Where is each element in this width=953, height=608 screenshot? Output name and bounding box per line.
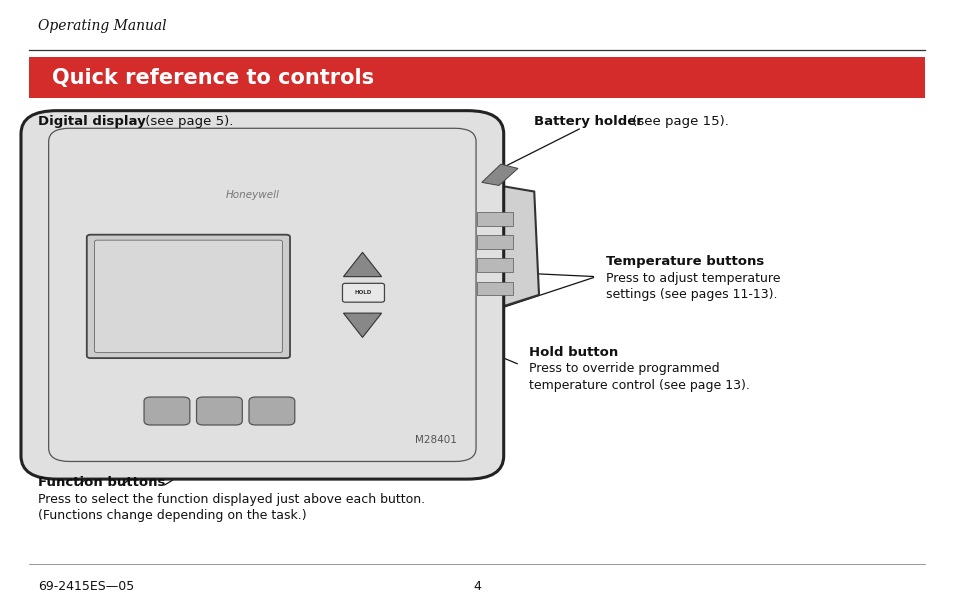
Text: Hold button: Hold button bbox=[529, 346, 618, 359]
FancyBboxPatch shape bbox=[94, 240, 282, 353]
Text: (see page 5).: (see page 5). bbox=[141, 115, 233, 128]
Bar bbox=[476, 235, 513, 249]
Text: Press to override programmed: Press to override programmed bbox=[529, 362, 720, 375]
Polygon shape bbox=[343, 252, 381, 277]
FancyBboxPatch shape bbox=[249, 397, 294, 425]
Text: 4: 4 bbox=[473, 580, 480, 593]
FancyBboxPatch shape bbox=[21, 111, 503, 479]
Text: (see page 15).: (see page 15). bbox=[627, 115, 728, 128]
FancyBboxPatch shape bbox=[87, 235, 290, 358]
Polygon shape bbox=[481, 164, 517, 185]
Text: Press to select the function displayed just above each button.: Press to select the function displayed j… bbox=[38, 493, 425, 506]
Text: Operating Manual: Operating Manual bbox=[38, 19, 167, 33]
Bar bbox=[29, 57, 924, 98]
Text: Honeywell: Honeywell bbox=[226, 190, 279, 200]
Text: 69-2415ES—05: 69-2415ES—05 bbox=[38, 580, 134, 593]
Text: Quick reference to controls: Quick reference to controls bbox=[52, 68, 375, 88]
Bar bbox=[476, 212, 513, 226]
Text: temperature control (see page 13).: temperature control (see page 13). bbox=[529, 379, 750, 392]
Polygon shape bbox=[343, 313, 381, 337]
Text: Temperature buttons: Temperature buttons bbox=[605, 255, 763, 268]
FancyBboxPatch shape bbox=[144, 397, 190, 425]
Text: Press to adjust temperature: Press to adjust temperature bbox=[605, 272, 780, 285]
Polygon shape bbox=[448, 179, 538, 313]
Text: Digital display: Digital display bbox=[38, 115, 146, 128]
FancyBboxPatch shape bbox=[196, 397, 242, 425]
Text: HOLD: HOLD bbox=[355, 290, 372, 295]
Bar bbox=[476, 258, 513, 272]
Text: Function buttons: Function buttons bbox=[38, 477, 166, 489]
Bar bbox=[476, 282, 513, 295]
Text: settings (see pages 11-13).: settings (see pages 11-13). bbox=[605, 288, 777, 301]
Text: Battery holder: Battery holder bbox=[534, 115, 642, 128]
Text: (Functions change depending on the task.): (Functions change depending on the task.… bbox=[38, 509, 307, 522]
FancyBboxPatch shape bbox=[342, 283, 384, 302]
Text: M28401: M28401 bbox=[415, 435, 456, 445]
